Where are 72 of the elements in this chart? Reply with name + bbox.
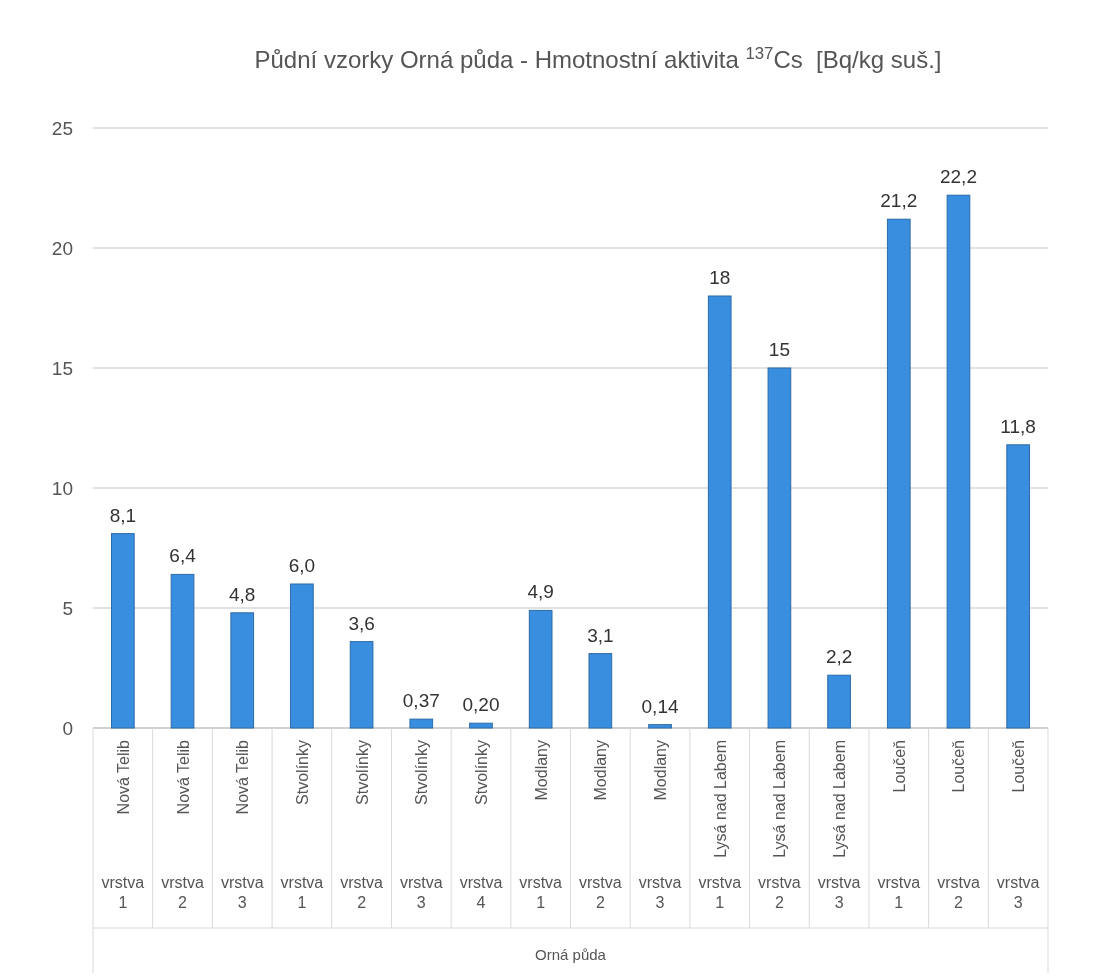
x-tick-label: Stvolínky bbox=[353, 740, 371, 805]
text: vrstva 1 bbox=[877, 874, 921, 911]
bar bbox=[827, 674, 851, 729]
bar bbox=[111, 533, 135, 729]
bar bbox=[528, 609, 553, 729]
data-label: 0,20 bbox=[462, 694, 500, 716]
bar bbox=[469, 722, 493, 729]
bar bbox=[290, 583, 314, 729]
text: vrstva 2 bbox=[937, 874, 980, 911]
bar bbox=[588, 653, 613, 729]
text: vrstva 4 bbox=[459, 874, 503, 911]
data-label: 21,2 bbox=[880, 190, 918, 212]
y-tick-label: 25 bbox=[51, 118, 73, 139]
text: vrstva 2 bbox=[161, 874, 204, 911]
text: vrstva 1 bbox=[101, 874, 145, 911]
bar bbox=[409, 718, 434, 729]
data-label: 3,6 bbox=[348, 612, 375, 634]
chart-title: Půdní vzorky Orná půda - Hmotnostní aktivita $^{137}$Cs [Bq/kg suš.] bbox=[254, 43, 942, 73]
y-tick-label: 20 bbox=[51, 238, 73, 259]
x-tick-label: Lysá nad Labem bbox=[831, 740, 849, 858]
y-tick-label: 5 bbox=[62, 598, 73, 619]
bar bbox=[886, 218, 911, 729]
data-label: 4,9 bbox=[527, 581, 554, 603]
data-label: 6,0 bbox=[288, 555, 316, 576]
bar bbox=[946, 194, 971, 729]
x-tick-label: Nová Telib bbox=[114, 739, 132, 815]
x-tick-label: Lysá nad Labem bbox=[711, 740, 729, 858]
data-label: 2,2 bbox=[825, 646, 853, 668]
x-tick-label: Nová Telib bbox=[234, 739, 252, 815]
text: vrstva 3 bbox=[220, 874, 264, 911]
data-label: 11,8 bbox=[1000, 415, 1036, 437]
bar bbox=[648, 724, 672, 729]
x-tick-label: Loučeň bbox=[890, 740, 908, 793]
x-tick-label: Loučeň bbox=[1010, 740, 1028, 793]
bar bbox=[349, 641, 374, 729]
bar bbox=[1006, 444, 1030, 729]
text: vrstva 3 bbox=[638, 874, 682, 911]
x-tick-label: Loučeň bbox=[950, 740, 968, 793]
text: vrstva 3 bbox=[996, 874, 1040, 911]
text: vrstva 3 bbox=[817, 874, 861, 911]
text: vrstva 2 bbox=[758, 874, 801, 911]
y-tick-label: 0 bbox=[62, 718, 73, 739]
data-label: 18 bbox=[709, 267, 731, 288]
text: Orná půda bbox=[535, 946, 607, 963]
data-label: 15 bbox=[768, 339, 790, 360]
data-label: 22,2 bbox=[939, 166, 977, 188]
data-label: 4,8 bbox=[229, 583, 256, 605]
data-label: 0,37 bbox=[402, 690, 440, 712]
y-tick-label: 15 bbox=[51, 358, 73, 379]
y-tick-label: 10 bbox=[51, 478, 73, 499]
bar bbox=[767, 367, 792, 729]
x-tick-label: Stvolínky bbox=[293, 740, 311, 805]
text: vrstva 2 bbox=[340, 874, 384, 911]
bar bbox=[707, 295, 732, 729]
bar bbox=[170, 573, 195, 729]
x-tick-label: Modlany bbox=[532, 740, 550, 801]
x-tick-label: Modlany bbox=[592, 740, 610, 801]
x-tick-label: Lysá nad Labem bbox=[771, 740, 789, 858]
text: vrstva 1 bbox=[519, 874, 563, 911]
text: vrstva 2 bbox=[579, 874, 622, 911]
text: vrstva 1 bbox=[698, 874, 742, 911]
x-tick-label: Nová Telib bbox=[174, 739, 192, 815]
data-label: 0,14 bbox=[641, 695, 679, 717]
text: vrstva 1 bbox=[280, 874, 324, 911]
data-label: 6,4 bbox=[169, 545, 197, 567]
text: vrstva 3 bbox=[399, 874, 443, 911]
data-label: 3,1 bbox=[587, 624, 614, 646]
data-label: 8,1 bbox=[109, 504, 137, 526]
x-tick-label: Stvolínky bbox=[472, 740, 490, 805]
x-tick-label: Stvolínky bbox=[413, 740, 431, 805]
bar bbox=[230, 612, 255, 729]
x-tick-label: Modlany bbox=[652, 740, 670, 801]
